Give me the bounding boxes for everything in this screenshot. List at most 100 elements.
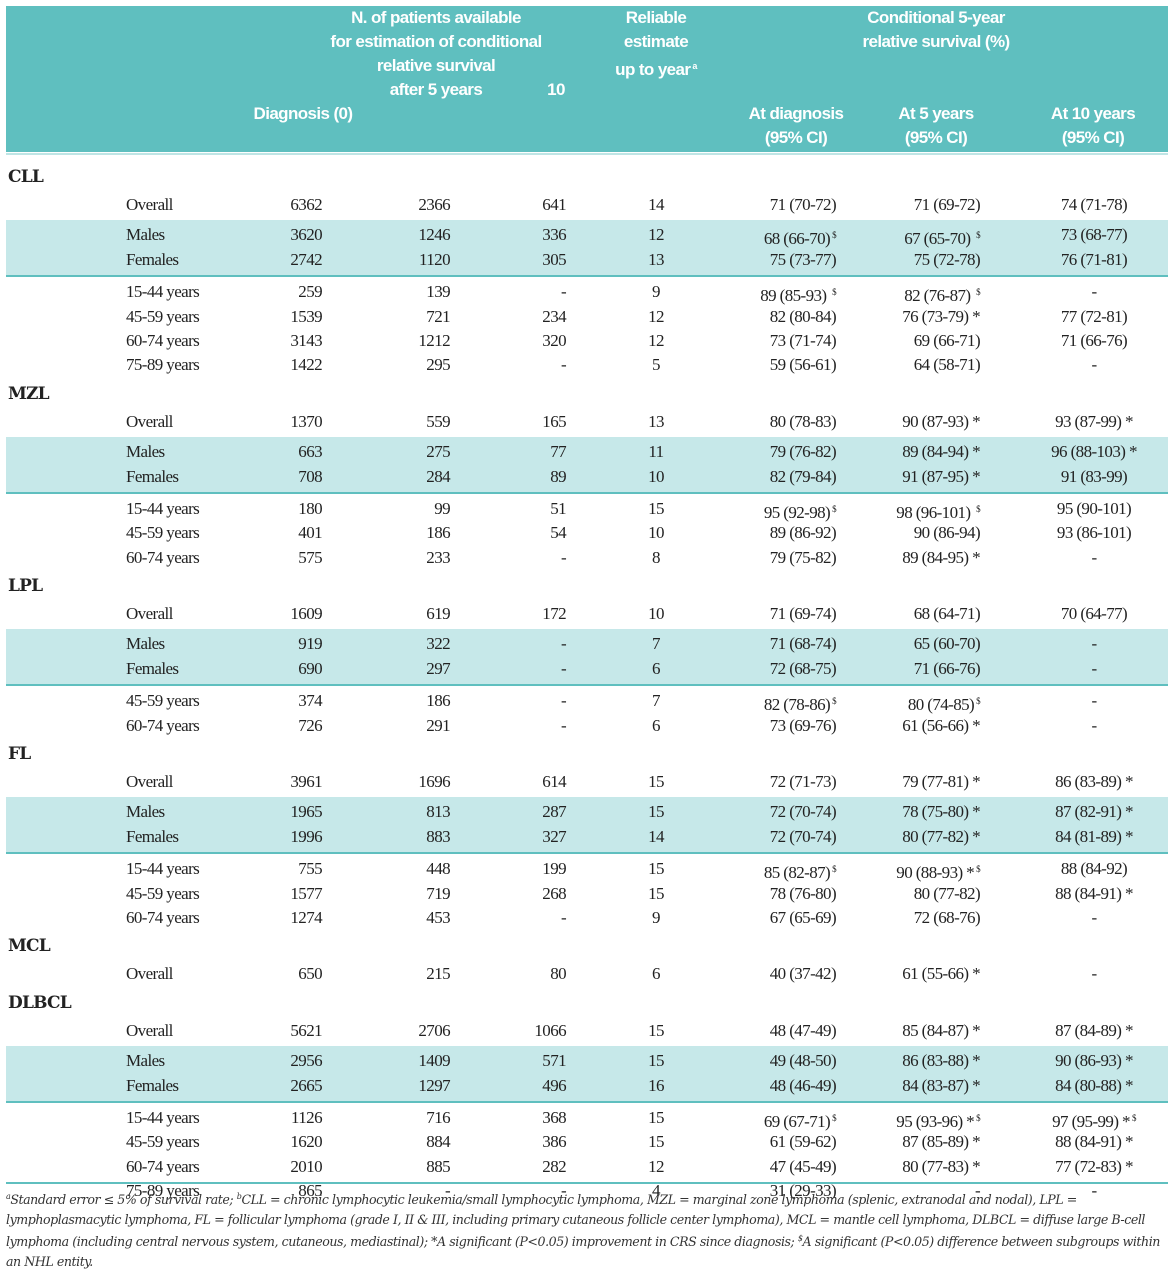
crs-at-5-years: 91 (87-95) *	[902, 466, 980, 486]
table-row: Overall 3961 1696 614 15 72 (71-73) 79 (77-81)…	[6, 770, 1168, 794]
crs-at-10-years: 88 (84-91) *	[1055, 1132, 1133, 1152]
crs-at-diagnosis: 73 (71-74)	[769, 330, 837, 350]
n-10-years: 54	[550, 523, 566, 543]
header-reliable: Reliable estimate up to year a	[606, 6, 706, 82]
row-label: Overall	[126, 772, 173, 792]
crs-at-5-years: 64 (58-71)	[913, 355, 981, 375]
table-row: Males 919 322 - 7 71 (68-74) 65 (60-70) -	[6, 632, 1168, 656]
table-row: Overall 5621 2706 1066 15 48 (47-49) 85 (84-87…	[6, 1019, 1168, 1043]
header-col-10: 10	[547, 80, 565, 99]
n-5-years: 291	[426, 715, 450, 735]
crs-at-10-years: -	[1091, 715, 1097, 735]
reliable-year: 11	[648, 442, 664, 462]
crs-at-10-years: -	[1091, 547, 1097, 567]
n-10-years: 287	[542, 802, 566, 822]
n-5-years: 883	[426, 826, 450, 846]
header-n-line1: N. of patients available	[351, 8, 521, 27]
crs-at-diagnosis: 68 (66-70) $	[763, 229, 837, 249]
n-10-years: 172	[542, 604, 566, 624]
reliable-year: 9	[652, 282, 661, 302]
reliable-year: 10	[648, 604, 664, 624]
n-5-years: 139	[426, 282, 450, 302]
n-5-years: 884	[426, 1132, 450, 1152]
subgroup-block: Overall 5621 2706 1066 15 48 (47-49) 85 (84-87…	[6, 1016, 1168, 1046]
crs-at-10-years: 95 (90-101)	[1056, 498, 1132, 518]
crs-at-diagnosis: 48 (47-49)	[769, 1020, 837, 1040]
n-diagnosis: 575	[298, 547, 322, 567]
n-10-years: 614	[542, 772, 566, 792]
superscript-marker: $	[976, 1112, 980, 1123]
crs-at-10-years: -	[1091, 282, 1097, 302]
crs-at-diagnosis: 89 (85-93) $	[760, 286, 836, 306]
crs-at-diagnosis: 72 (71-73)	[769, 772, 837, 792]
n-diagnosis: 3620	[290, 225, 322, 245]
crs-at-diagnosis: 72 (70-74)	[769, 826, 837, 846]
reliable-year: 7	[652, 634, 661, 654]
subgroup-block: 45-59 years 374 186 - 7 82 (78-86) $ 80 (74-85)…	[6, 686, 1168, 741]
row-label: Overall	[126, 1020, 173, 1040]
table-row: 15-44 years 259 139 - 9 89 (85-93) $ 82 (76-87…	[6, 280, 1168, 305]
n-diagnosis: 1965	[290, 802, 322, 822]
crs-at-5-years: 82 (76-87) $	[904, 286, 980, 306]
n-5-years: 559	[426, 411, 450, 431]
table-row: 45-59 years 1620 884 386 15 61 (59-62) 87 (85-…	[6, 1130, 1168, 1154]
n-10-years: 165	[542, 411, 566, 431]
crs-at-5-years: 61 (55-66) *	[902, 964, 980, 984]
table-row: 60-74 years 2010 885 282 12 47 (45-49) 80 (77-…	[6, 1155, 1168, 1179]
row-label: 15-44 years	[126, 282, 200, 302]
row-label: Females	[126, 1075, 179, 1095]
row-label: 45-59 years	[126, 306, 200, 326]
row-label: Males	[126, 225, 165, 245]
n-5-years: 721	[426, 306, 450, 326]
crs-at-10-years: -	[1091, 691, 1097, 711]
entity-heading: MZL	[8, 383, 50, 404]
crs-at-5-years: 71 (66-76)	[913, 658, 981, 678]
n-5-years: 1212	[418, 330, 450, 350]
header-n-patients: N. of patients available for estimation …	[306, 6, 566, 102]
crs-at-10-years: 87 (84-89) *	[1055, 1020, 1133, 1040]
crs-at-5-years: 78 (75-80) *	[902, 802, 980, 822]
crs-at-10-years: 97 (95-99) * $	[1052, 1111, 1136, 1131]
table-row: 45-59 years 401 186 54 10 89 (86-92) 90 (86-94…	[6, 521, 1168, 545]
table-row: Females 708 284 89 10 82 (79-84) 91 (87-95) * 9…	[6, 465, 1168, 489]
reliable-year: 15	[648, 1132, 664, 1152]
row-label: Females	[126, 658, 179, 678]
n-5-years: 215	[426, 964, 450, 984]
n-10-years: -	[560, 634, 567, 654]
n-diagnosis: 650	[298, 964, 322, 984]
header-n-line4: after 5 years	[389, 80, 483, 99]
crs-at-5-years: 61 (56-66) *	[902, 715, 980, 735]
n-5-years: 2706	[418, 1020, 450, 1040]
table-row: 75-89 years 865 - - 4 31 (29-33) - -	[6, 1179, 1168, 1203]
n-diagnosis: 726	[298, 715, 322, 735]
row-label: 45-59 years	[126, 691, 200, 711]
n-diagnosis: 2010	[290, 1156, 322, 1176]
reliable-year: 15	[648, 802, 664, 822]
n-10-years: -	[560, 907, 567, 927]
crs-at-10-years: -	[1091, 658, 1097, 678]
crs-at-5-years: 90 (87-93) *	[902, 411, 980, 431]
n-5-years: 1120	[419, 249, 451, 269]
row-label: Males	[126, 634, 165, 654]
crs-at-10-years: 96 (88-103) *	[1051, 442, 1137, 462]
header-reliable-2: estimate	[623, 32, 689, 51]
n-5-years: 233	[426, 547, 450, 567]
n-5-years: 99	[434, 498, 450, 518]
reliable-year: 15	[648, 498, 664, 518]
n-diagnosis: 663	[298, 442, 322, 462]
header-crs: Conditional 5-year relative survival (%)	[826, 6, 1046, 54]
superscript-marker: $	[1131, 1112, 1136, 1123]
subgroup-block: Overall 1370 559 165 13 80 (78-83) 90 (87-93) …	[6, 407, 1168, 437]
header-crs-1: Conditional 5-year	[867, 8, 1005, 27]
crs-at-diagnosis: 69 (67-71) $	[763, 1111, 837, 1131]
reliable-year: 8	[652, 547, 661, 567]
crs-at-diagnosis: 79 (76-82)	[769, 442, 837, 462]
crs-at-10-years: 88 (84-91) *	[1055, 883, 1133, 903]
crs-at-diagnosis: 59 (56-61)	[769, 355, 837, 375]
n-5-years: 275	[426, 442, 450, 462]
crs-at-10-years: 88 (84-92)	[1060, 859, 1128, 879]
table-row: 15-44 years 180 99 51 15 95 (92-98) $ 98 (96-10…	[6, 497, 1168, 522]
n-diagnosis: 5621	[290, 1020, 322, 1040]
table-row: 15-44 years 755 448 199 15 85 (82-87) $ 90 (88-…	[6, 857, 1168, 882]
crs-at-10-years: -	[1091, 964, 1097, 984]
